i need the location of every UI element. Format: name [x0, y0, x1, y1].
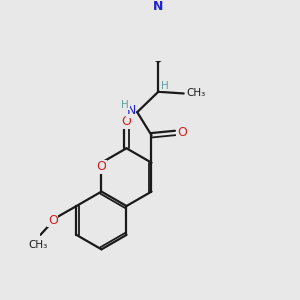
Text: O: O	[97, 160, 106, 173]
Text: N: N	[126, 104, 136, 117]
Text: H: H	[160, 81, 168, 91]
Text: CH₃: CH₃	[28, 240, 47, 250]
Text: O: O	[177, 127, 187, 140]
Text: N: N	[153, 0, 164, 13]
Text: H: H	[122, 100, 129, 110]
Text: CH₃: CH₃	[186, 88, 206, 98]
Text: O: O	[122, 115, 131, 128]
Text: O: O	[48, 214, 58, 227]
